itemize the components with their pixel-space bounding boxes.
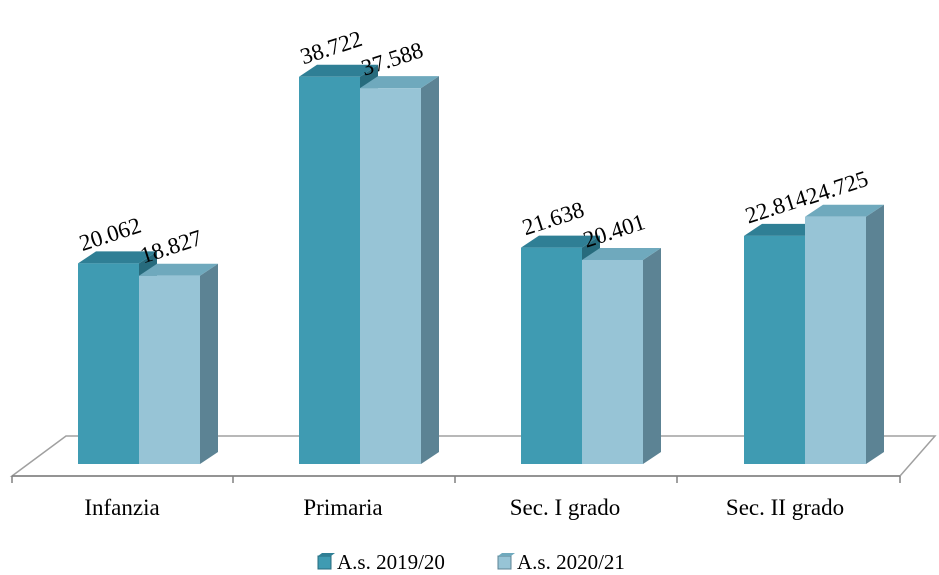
category-label: Sec. II grado <box>726 495 844 520</box>
bar-top <box>744 223 823 236</box>
bar-front <box>78 263 139 464</box>
bar-front <box>139 275 200 464</box>
bar-series2-1 <box>360 76 439 465</box>
legend-label: A.s. 2019/20 <box>337 550 445 574</box>
legend-label: A.s. 2020/21 <box>517 550 625 574</box>
legend-item: A.s. 2020/21 <box>497 550 625 574</box>
category-labels: Infanzia Primaria Sec. I grado Sec. II grad… <box>84 495 844 520</box>
bar-side <box>421 76 439 465</box>
data-label: 37.588 <box>358 37 426 80</box>
legend-swatch <box>317 555 332 570</box>
bar-top <box>805 204 884 217</box>
legend-item: A.s. 2019/20 <box>317 550 445 574</box>
bar-top <box>78 251 157 264</box>
legend-swatch-top <box>498 553 515 556</box>
bar-front <box>805 216 866 464</box>
category-label: Sec. I grado <box>510 495 621 520</box>
category-label: Primaria <box>303 495 382 520</box>
bar-front <box>360 88 421 465</box>
bar-front <box>521 247 582 464</box>
bar-top <box>582 247 661 260</box>
bar-front <box>744 235 805 464</box>
bars <box>78 64 884 465</box>
bar-top <box>521 235 600 248</box>
data-label: 20.401 <box>580 209 648 252</box>
bar-top <box>139 263 218 276</box>
data-label: 24.725 <box>803 166 871 209</box>
bar-top <box>299 64 378 77</box>
chart-floor <box>9 435 937 483</box>
bar-front <box>582 259 643 464</box>
bar-series2-2 <box>582 247 661 464</box>
category-label: Infanzia <box>84 495 159 520</box>
bar-series2-3 <box>805 204 884 464</box>
legend-swatch <box>497 555 512 570</box>
bar-front <box>299 76 360 464</box>
bar-series2-0 <box>139 263 218 464</box>
data-label: 20.062 <box>76 213 144 256</box>
bar-top <box>360 76 439 89</box>
data-label: 18.827 <box>137 225 205 268</box>
data-label: 22.814 <box>742 185 810 228</box>
bar-side <box>643 247 661 464</box>
legend-swatch-top <box>318 553 335 556</box>
bar-side <box>866 204 884 464</box>
data-label: 38.722 <box>297 26 365 69</box>
data-label: 21.638 <box>519 197 587 240</box>
bar-side <box>200 263 218 464</box>
legend: A.s. 2019/20 A.s. 2020/21 <box>317 550 625 574</box>
